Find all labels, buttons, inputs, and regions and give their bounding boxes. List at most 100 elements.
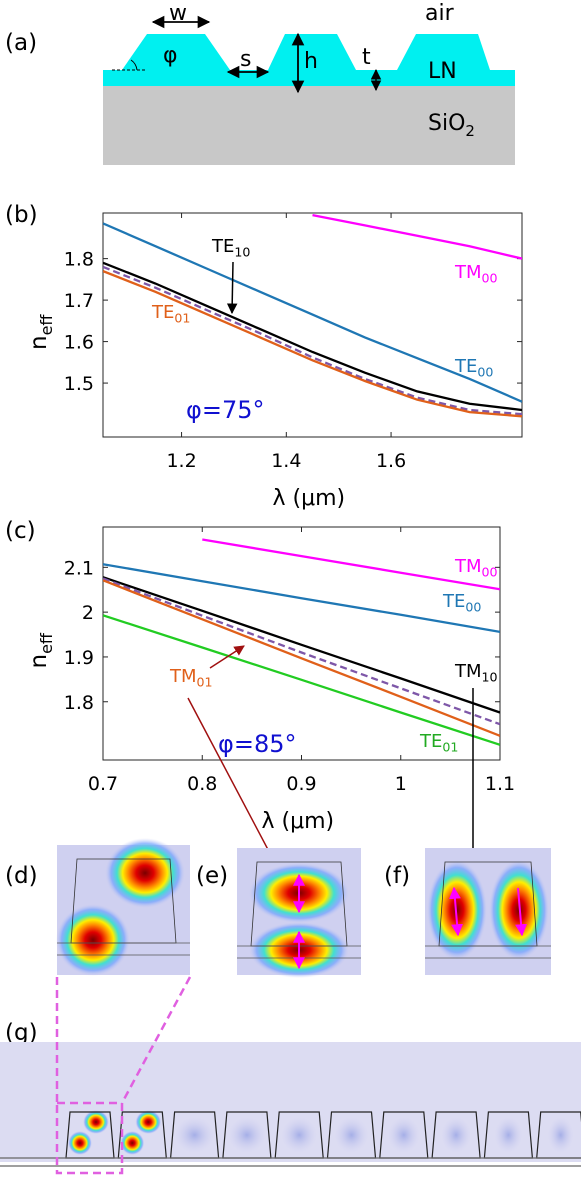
plot-area	[102, 212, 523, 438]
substrate	[103, 86, 515, 165]
annotation-main: TM	[454, 661, 482, 682]
schematic-label: s	[240, 47, 251, 72]
annotation-main: TE	[454, 356, 477, 377]
mode-faint	[334, 1117, 369, 1153]
annotation: TM00	[454, 556, 498, 580]
y-tick-label: 1.9	[64, 647, 94, 669]
panel-label: (c)	[5, 518, 36, 544]
y-tick-label: 1.8	[64, 249, 94, 271]
annotation: TM01	[169, 666, 213, 690]
mode-faint	[547, 1117, 574, 1153]
mode-faint	[227, 1117, 266, 1153]
y-axis-label-sub: eff	[37, 314, 56, 336]
mode-lobe	[68, 1131, 92, 1155]
annotation-sub: 10	[234, 245, 250, 260]
annotation-main: TE	[151, 302, 174, 323]
x-tick-label: 0.8	[187, 773, 217, 795]
zoom-box	[55, 1101, 124, 1175]
annotation: TE00	[454, 356, 493, 380]
annotation-main: TM	[454, 556, 482, 577]
panel-label: (b)	[5, 202, 38, 228]
annotation-sub: 00	[482, 565, 498, 580]
annotation-main: TM	[169, 666, 197, 687]
y-tick-label: 2	[82, 602, 94, 624]
x-tick-label: 1.6	[376, 450, 406, 472]
x-tick-label: 1.2	[166, 450, 196, 472]
annotation: TM00	[454, 262, 498, 286]
annotation: TM10	[454, 661, 498, 685]
annotation-main: TE	[211, 236, 234, 257]
x-tick-label: 0.9	[286, 773, 316, 795]
annotation: TE00	[442, 591, 481, 615]
series-line	[103, 614, 500, 746]
mode-lobe	[135, 1110, 162, 1134]
x-tick-label: 0.7	[88, 773, 118, 795]
annotation-main: φ=75°	[186, 396, 264, 424]
annotation-main: TE	[442, 591, 465, 612]
mode-faint	[441, 1117, 472, 1153]
schematic-label: t	[362, 45, 371, 70]
series-line	[202, 538, 500, 591]
annotation-sub: 10	[482, 670, 498, 685]
schematic-label: h	[304, 49, 318, 74]
schematic-label: φ	[163, 43, 178, 68]
plot-area	[102, 526, 501, 761]
series-line	[103, 563, 500, 634]
x-axis-label: λ (μm)	[262, 809, 335, 834]
annotation-main: φ=85°	[218, 730, 296, 758]
mode-lobe	[56, 904, 130, 976]
annotation: TE01	[419, 731, 458, 755]
mode-faint	[281, 1117, 318, 1153]
mode-faint	[174, 1117, 215, 1153]
y-axis-label-sub: eff	[37, 632, 56, 654]
mode-lobe	[105, 838, 185, 908]
series-line	[103, 265, 522, 416]
y-tick-label: 1.7	[64, 290, 94, 312]
annotation: φ=85°	[218, 730, 296, 758]
mode-lobe	[427, 860, 487, 960]
annotation-sub: 00	[477, 365, 493, 380]
y-tick-label: 2.1	[64, 557, 94, 579]
annotation-sub: 01	[197, 675, 213, 690]
series-line	[103, 579, 500, 737]
panel-label: (d)	[5, 863, 38, 889]
annotation: TE01	[151, 302, 190, 326]
series-line	[312, 213, 522, 260]
annotation-sub: 00	[465, 600, 481, 615]
series-line	[103, 577, 500, 726]
y-axis-label-main: n	[26, 654, 52, 669]
schematic-label: w	[169, 1, 187, 26]
annotation-arrow	[226, 261, 238, 315]
x-axis-label: λ (μm)	[273, 486, 346, 511]
field-arrow	[448, 886, 464, 937]
y-axis-label: neff	[26, 314, 56, 350]
ridge	[122, 34, 230, 70]
annotation: TE10	[211, 236, 250, 260]
ln-slab	[103, 70, 515, 86]
y-tick-label: 1.5	[64, 373, 94, 395]
series-line	[103, 576, 500, 714]
series-line	[103, 222, 522, 403]
schematic-label: SiO2	[428, 111, 475, 140]
angle-arc	[130, 59, 138, 71]
y-axis-label-main: n	[26, 335, 52, 350]
zoom-line	[120, 976, 192, 1104]
annotation-sub: 01	[174, 311, 190, 326]
annotation-sub: 01	[442, 740, 458, 755]
panel-label: (g)	[5, 1020, 38, 1046]
mode-lobe	[83, 1110, 109, 1134]
x-tick-label: 1.4	[271, 450, 301, 472]
series-line	[103, 270, 522, 418]
series-line	[103, 261, 522, 412]
annotation-sub: 00	[482, 271, 498, 286]
annotation-main: TE	[419, 731, 442, 752]
annotation-main: TM	[454, 262, 482, 283]
panel-label: (a)	[5, 30, 37, 56]
mode-faint	[387, 1117, 420, 1153]
y-tick-label: 1.8	[64, 692, 94, 714]
annotation: φ=75°	[186, 396, 264, 424]
schematic-label: air	[425, 1, 455, 26]
y-axis-label: neff	[26, 632, 56, 668]
